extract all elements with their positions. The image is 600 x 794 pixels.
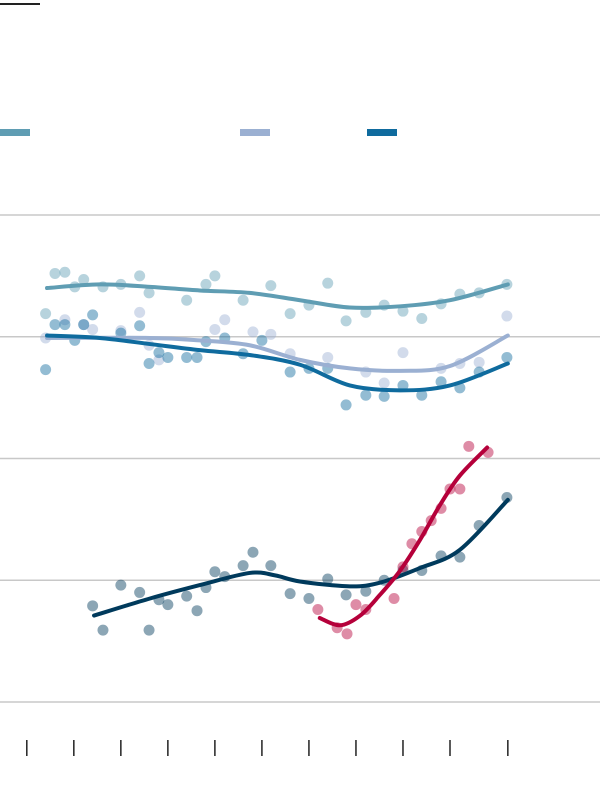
trend-line bbox=[92, 497, 510, 618]
point bbox=[78, 274, 90, 286]
point bbox=[209, 270, 221, 282]
point bbox=[322, 573, 334, 585]
point bbox=[162, 599, 174, 611]
point bbox=[284, 588, 296, 600]
point bbox=[59, 314, 71, 326]
point bbox=[162, 351, 174, 363]
point bbox=[209, 323, 221, 335]
point bbox=[247, 546, 259, 558]
point bbox=[40, 364, 52, 376]
point bbox=[181, 351, 193, 363]
point bbox=[200, 278, 212, 290]
point bbox=[49, 267, 61, 279]
legend-swatch bbox=[367, 129, 397, 136]
point bbox=[416, 312, 428, 324]
point bbox=[312, 603, 324, 615]
point bbox=[87, 600, 99, 612]
point bbox=[378, 377, 390, 389]
point bbox=[360, 585, 372, 597]
point bbox=[181, 294, 193, 306]
point bbox=[256, 334, 268, 346]
point bbox=[115, 579, 127, 591]
point bbox=[97, 624, 109, 636]
point bbox=[284, 308, 296, 320]
point bbox=[115, 325, 127, 337]
point bbox=[49, 319, 61, 331]
trend-line bbox=[45, 333, 510, 373]
point bbox=[350, 599, 362, 611]
point bbox=[134, 306, 146, 318]
point bbox=[322, 277, 334, 289]
point bbox=[340, 589, 352, 601]
point bbox=[237, 560, 249, 572]
point bbox=[341, 628, 353, 640]
point bbox=[191, 605, 203, 617]
point bbox=[40, 308, 52, 320]
point bbox=[134, 320, 146, 332]
point bbox=[78, 319, 90, 331]
point bbox=[435, 376, 447, 388]
point bbox=[143, 358, 155, 370]
point bbox=[153, 347, 165, 359]
point bbox=[59, 319, 71, 331]
point bbox=[143, 287, 155, 299]
point bbox=[322, 351, 334, 363]
point bbox=[237, 294, 249, 306]
point bbox=[388, 593, 400, 605]
point bbox=[265, 280, 277, 292]
point bbox=[153, 354, 165, 366]
point bbox=[265, 560, 277, 572]
legend-swatch bbox=[0, 129, 30, 136]
point bbox=[397, 305, 409, 317]
trend-line bbox=[45, 282, 510, 310]
point bbox=[378, 390, 390, 402]
point bbox=[454, 551, 466, 563]
legend-swatch bbox=[240, 129, 270, 136]
point bbox=[247, 326, 259, 338]
point bbox=[78, 319, 90, 331]
point bbox=[87, 309, 99, 321]
point bbox=[219, 314, 231, 326]
point bbox=[209, 566, 221, 578]
point bbox=[143, 624, 155, 636]
point bbox=[181, 590, 193, 602]
point bbox=[303, 593, 315, 605]
point bbox=[340, 399, 352, 411]
point bbox=[473, 356, 485, 368]
point bbox=[463, 440, 475, 452]
point bbox=[59, 266, 71, 278]
point bbox=[454, 483, 466, 495]
point bbox=[416, 389, 428, 401]
point bbox=[134, 270, 146, 282]
point bbox=[360, 389, 372, 401]
point bbox=[340, 315, 352, 327]
point bbox=[501, 310, 513, 322]
point bbox=[501, 351, 513, 363]
point bbox=[397, 347, 409, 359]
trend-line bbox=[317, 445, 490, 628]
point bbox=[397, 379, 409, 391]
point bbox=[191, 351, 203, 363]
trend-line bbox=[45, 333, 510, 393]
point bbox=[134, 586, 146, 598]
point bbox=[265, 328, 277, 340]
point bbox=[284, 366, 296, 378]
point bbox=[87, 323, 99, 335]
